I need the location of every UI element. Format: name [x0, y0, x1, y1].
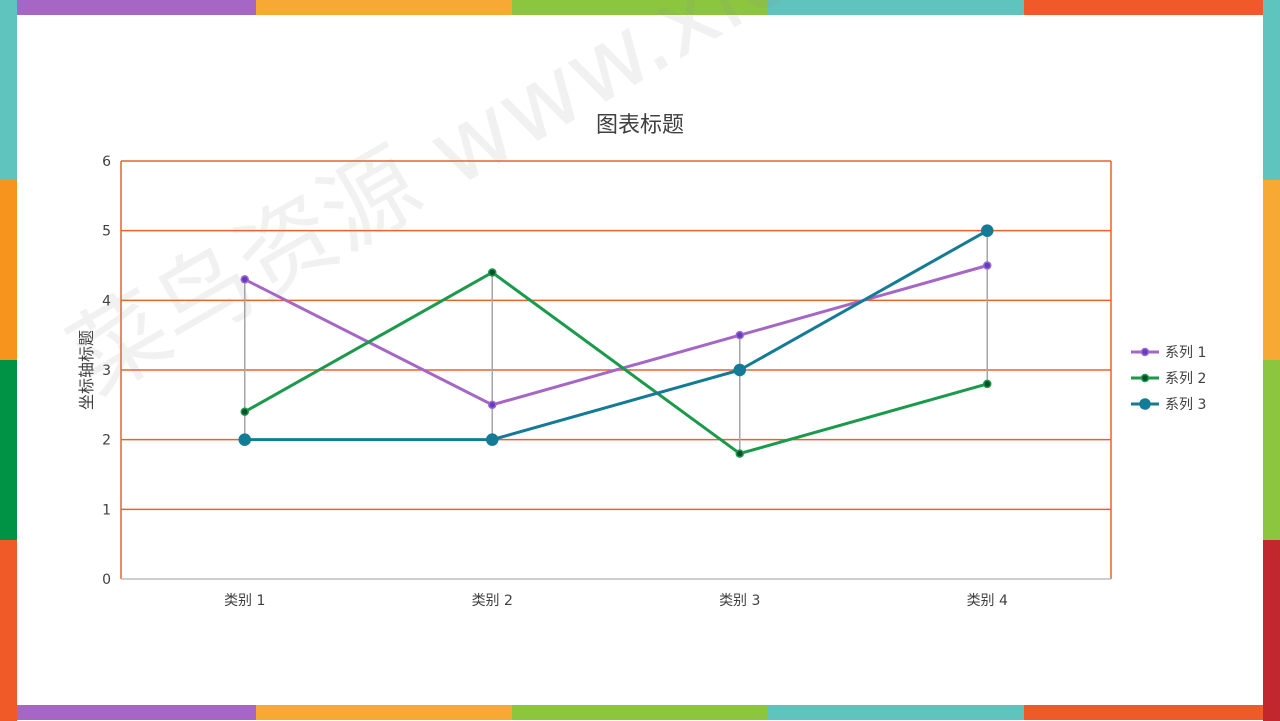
data-point [983, 261, 992, 270]
frame-segment [512, 705, 769, 720]
data-point [981, 224, 994, 237]
gridlines [120, 160, 1112, 580]
frame-segment [256, 0, 513, 15]
frame-segment [768, 0, 1025, 15]
legend-entry-label: 系列 2 [1165, 371, 1206, 387]
data-point [735, 330, 744, 340]
frame-segment [256, 705, 513, 720]
y-tick-label: 5 [102, 224, 111, 240]
frame-segment [0, 180, 17, 361]
data-point [240, 275, 249, 284]
series-line [244, 229, 988, 442]
frame-segment [1263, 0, 1280, 181]
series-line [244, 264, 988, 407]
legend-entry-label: 系列 1 [1165, 345, 1206, 361]
frame-segment [512, 0, 769, 15]
legend-swatch-marker [1140, 373, 1150, 383]
series-line [244, 270, 988, 456]
legend-swatch-marker [1139, 398, 1151, 410]
series-lines [238, 224, 994, 458]
y-tick-label: 3 [102, 363, 111, 379]
frame-segment [1263, 540, 1280, 721]
data-point [240, 407, 249, 417]
x-tick-label: 类别 2 [472, 593, 513, 609]
frame-segment [0, 540, 17, 721]
data-point [488, 400, 497, 410]
legend-entry-label: 系列 3 [1165, 397, 1206, 413]
data-point [238, 433, 251, 446]
bottom-color-strip [0, 705, 1280, 720]
x-tick-label: 类别 4 [967, 593, 1008, 609]
y-tick-label: 0 [102, 572, 111, 588]
frame-segment [768, 705, 1025, 720]
drop-lines [244, 230, 988, 454]
data-point [733, 363, 746, 377]
frame-segment [0, 705, 257, 720]
data-point [735, 449, 744, 458]
frame-segment [0, 0, 17, 181]
y-tick-label: 4 [102, 293, 111, 309]
y-axis-title: 坐标轴标题 [77, 330, 96, 410]
legend-swatch-marker [1140, 347, 1150, 357]
x-tick-label: 类别 1 [224, 593, 265, 609]
x-tick-labels: 类别 1 类别 2 类别 3 类别 4 [224, 593, 1008, 609]
y-tick-labels: 0 1 2 3 4 5 6 [102, 154, 111, 588]
frame-segment [1263, 360, 1280, 541]
y-tick-label: 6 [102, 154, 111, 170]
frame-segment [0, 0, 257, 15]
left-color-strip [0, 0, 17, 721]
chart-title: 图表标题 [596, 113, 684, 138]
data-point [486, 433, 499, 446]
x-tick-label: 类别 3 [719, 593, 760, 609]
frame-segment [0, 360, 17, 541]
data-point [983, 379, 992, 389]
y-tick-label: 1 [102, 502, 111, 518]
right-color-strip [1263, 0, 1280, 721]
legend: 系列 1 系列 2 系列 3 [1131, 345, 1206, 413]
top-color-strip [0, 0, 1280, 15]
frame-segment [1024, 0, 1280, 15]
data-point [488, 268, 497, 277]
y-tick-label: 2 [102, 433, 111, 449]
frame-segment [1024, 705, 1280, 720]
frame-segment [1263, 180, 1280, 361]
